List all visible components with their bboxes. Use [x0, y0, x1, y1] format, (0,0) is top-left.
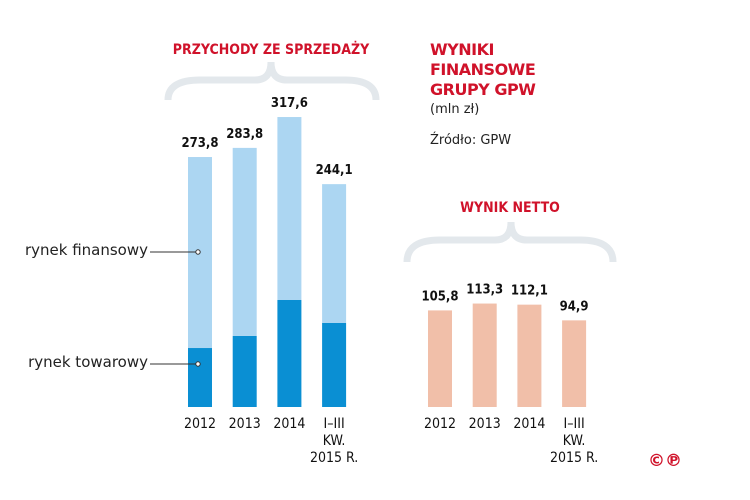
- total-value-label: 244,1: [316, 163, 353, 178]
- revenue-tick-label: 2012: [184, 416, 216, 432]
- bar-net: [517, 304, 542, 407]
- revenue-brace: [164, 61, 380, 101]
- net-value-label: 105,8: [422, 289, 459, 304]
- revenue-tick-label: 2013: [229, 416, 261, 432]
- net-value-label: 112,1: [511, 284, 548, 299]
- bar-net: [562, 320, 587, 407]
- bar-rynek-towarowy: [232, 335, 257, 407]
- copyright-logo: ©℗: [648, 451, 682, 471]
- net-tick-label: 2014: [513, 416, 545, 432]
- total-value-label: 283,8: [226, 127, 263, 142]
- legend-dot-finansowy: [195, 249, 201, 255]
- bar-rynek-finansowy: [232, 147, 257, 336]
- bar-net: [428, 310, 452, 407]
- total-value-label: 273,8: [182, 136, 219, 151]
- revenue-tick-label: KW.: [323, 433, 346, 449]
- revenue-tick-label: 2015 R.: [310, 450, 358, 466]
- net-tick-label: 2012: [424, 416, 456, 432]
- revenue-tick-label: I–III: [324, 416, 345, 432]
- net-tick-label: 2015 R.: [550, 450, 598, 466]
- revenue-tick-label: 2014: [273, 416, 305, 432]
- net-tick-label: I–III: [564, 416, 585, 432]
- bar-rynek-towarowy: [322, 323, 347, 407]
- net-brace: [403, 221, 617, 263]
- net-value-label: 113,3: [466, 283, 503, 298]
- bar-net: [472, 303, 497, 407]
- main-title: WYNIKI FINANSOWE GRUPY GPW: [430, 40, 536, 99]
- source-label: Źródło: GPW: [430, 133, 512, 148]
- net-value-label: 94,9: [560, 299, 589, 314]
- bar-rynek-finansowy: [277, 117, 302, 300]
- total-value-label: 317,6: [271, 96, 308, 111]
- legend-finansowy: rynek finansowy: [24, 241, 148, 259]
- net-tick-label: KW.: [563, 433, 586, 449]
- bar-rynek-finansowy: [322, 184, 347, 324]
- bar-rynek-towarowy: [277, 299, 302, 407]
- revenue-chart-title: PRZYCHODY ZE SPRZEDAŻY: [173, 41, 370, 58]
- net-tick-label: 2013: [469, 416, 501, 432]
- unit-label: (mln zł): [430, 102, 480, 117]
- net-chart-title: WYNIK NETTO: [460, 200, 560, 216]
- legend-dot-towarowy: [195, 361, 201, 367]
- bar-rynek-towarowy: [188, 348, 212, 407]
- legend-towarowy: rynek towarowy: [28, 353, 148, 371]
